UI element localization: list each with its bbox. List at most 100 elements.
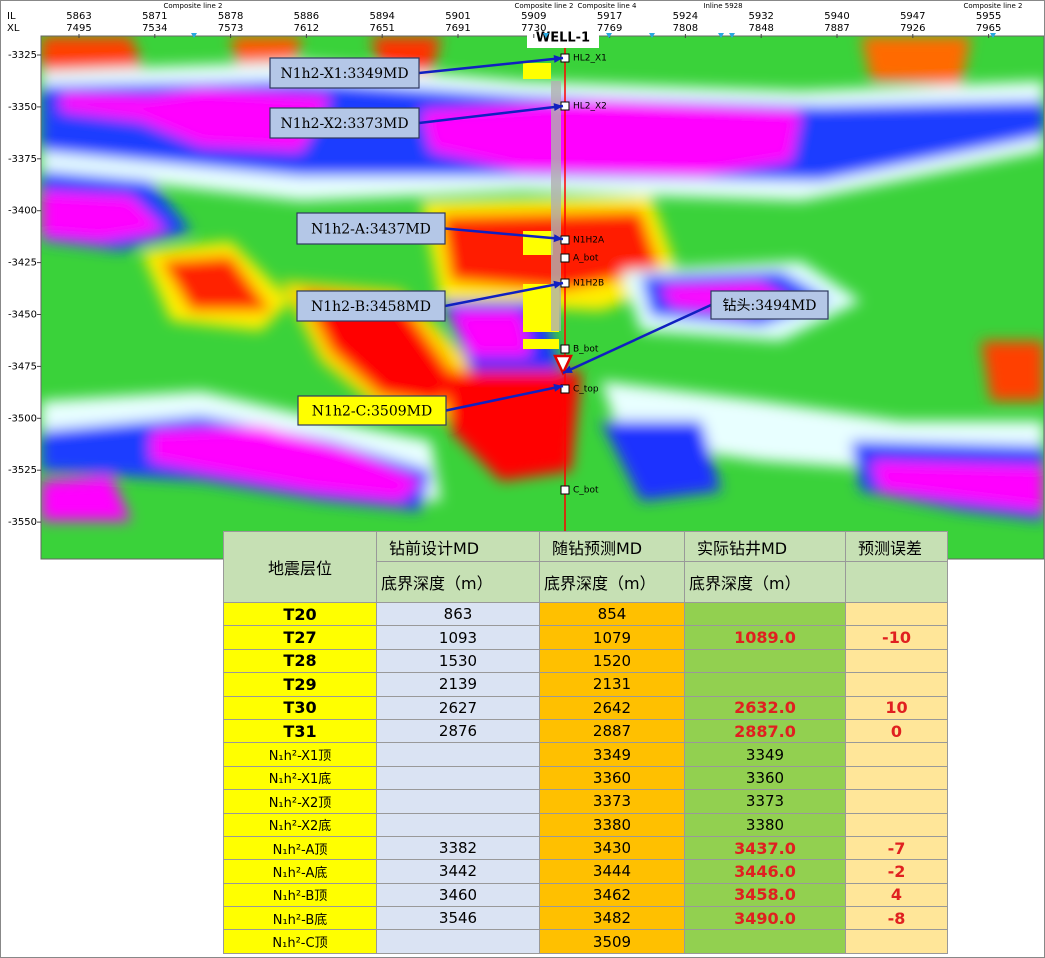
table-cell [376,929,540,954]
well-name: WELL-1 [536,31,590,46]
survey-marker [606,33,612,38]
table-cell: T31 [223,718,377,744]
horizon-label: HL2_X1 [573,54,607,64]
survey-label: Composite line 2 [964,2,1023,10]
callout-arrow [418,104,564,125]
il-tick-label: 5924 [673,11,698,22]
il-tick-label: 5878 [218,11,243,22]
table-cell: 10 [845,695,948,720]
table-cell: 底界深度（m） [684,561,846,603]
horizon-label: B_bot [573,345,599,355]
table-cell: 底界深度（m） [376,561,540,603]
depth-tick-label: -3475 [8,361,37,372]
table-cell: 1079 [539,625,685,650]
xl-tick-label: 7808 [673,23,698,34]
xl-tick-label: 7612 [294,23,319,34]
arrow-head [553,103,563,112]
table-cell: 钻前设计MD [376,531,540,562]
table-row: T29 2139 2131 [223,672,948,697]
table-cell: 0 [845,718,948,744]
il-tick-label: 5909 [521,11,546,22]
table-cell [684,929,846,954]
table-cell: 3546 [376,906,540,931]
table-row: T31 2876 2887 2887.0 0 [223,718,948,744]
xl-tick-label: 7926 [900,23,925,34]
horizon-label: C_top [573,385,599,395]
survey-label: Composite line 4 [578,2,637,10]
table-cell: 1520 [539,648,685,674]
table-cell: T29 [223,672,377,697]
table-row: T28 1530 1520 [223,648,948,674]
table-cell: 854 [539,601,685,627]
table-cell [845,601,948,627]
table-cell: 2139 [376,672,540,697]
table-cell: 地震层位 [223,531,377,603]
callout-text: N1h2-X2:3373MD [280,116,408,132]
survey-marker [990,33,996,38]
arrow-head [553,54,563,63]
table-cell: 4 [845,882,948,908]
il-tick-label: 5894 [369,11,394,22]
table-cell: 3444 [539,859,685,884]
table-row: N₁h²-B底 3546 3482 3490.0 -8 [223,906,948,931]
table-cell [845,765,948,791]
xl-tick-label: 7730 [521,23,546,34]
table-cell [684,601,846,627]
horizon-marker [560,253,570,263]
horizon-label: N1H2A [573,236,605,246]
table-cell: 1093 [376,625,540,650]
survey-marker [543,33,549,38]
depth-tick-label: -3425 [8,258,37,269]
table-cell [845,561,948,603]
depth-tick-label: -3525 [8,465,37,476]
depth-tick-label: -3500 [8,413,37,424]
table-row: N₁h²-B顶 3460 3462 3458.0 4 [223,882,948,908]
il-tick-label: 5940 [824,11,849,22]
depth-tick-label: -3400 [8,206,37,217]
drill-bit [553,354,573,376]
table-cell: 3373 [539,789,685,814]
table-cell: -8 [845,906,948,931]
table-cell: N₁h²-X2顶 [223,789,377,814]
xl-tick-label: 7965 [976,23,1001,34]
table-row: T20 863 854 [223,601,948,627]
horizon-label: A_bot [573,254,599,264]
table-cell: 2876 [376,718,540,744]
survey-marker [729,33,735,38]
table-cell: 3349 [684,742,846,767]
callout-arrow [444,281,564,308]
table-cell: 3482 [539,906,685,931]
arrow-head [553,383,563,392]
callout-box [710,290,829,320]
il-tick-label: 5886 [294,11,319,22]
xl-tick-label: 7848 [748,23,773,34]
table-cell: N₁h²-A顶 [223,835,377,861]
table-cell: T20 [223,601,377,627]
table-cell: -10 [845,625,948,650]
table-cell: 3446.0 [684,859,846,884]
table-cell: 2887.0 [684,718,846,744]
table-cell: 2642 [539,695,685,720]
il-tick-label: 5932 [748,11,773,22]
il-tick-label: 5947 [900,11,925,22]
table-cell: N₁h²-B顶 [223,882,377,908]
table-cell: 3360 [684,765,846,791]
seismic-image [41,36,1044,559]
xl-tick-label: 7573 [218,23,243,34]
table-cell: 3460 [376,882,540,908]
table-cell: 预测误差 [845,531,948,562]
callout-box [296,212,446,245]
table-cell: 1530 [376,648,540,674]
axis-label: XL [7,23,20,34]
table-cell: T30 [223,695,377,720]
table-cell [845,672,948,697]
axis-label: IL [7,11,16,22]
horizon-label: HL2_X2 [573,102,607,112]
table-row: N₁h²-X2底 3380 3380 [223,812,948,837]
table-cell: 2627 [376,695,540,720]
table-cell [845,789,948,814]
table-cell: 3458.0 [684,882,846,908]
xl-tick-label: 7769 [597,23,622,34]
